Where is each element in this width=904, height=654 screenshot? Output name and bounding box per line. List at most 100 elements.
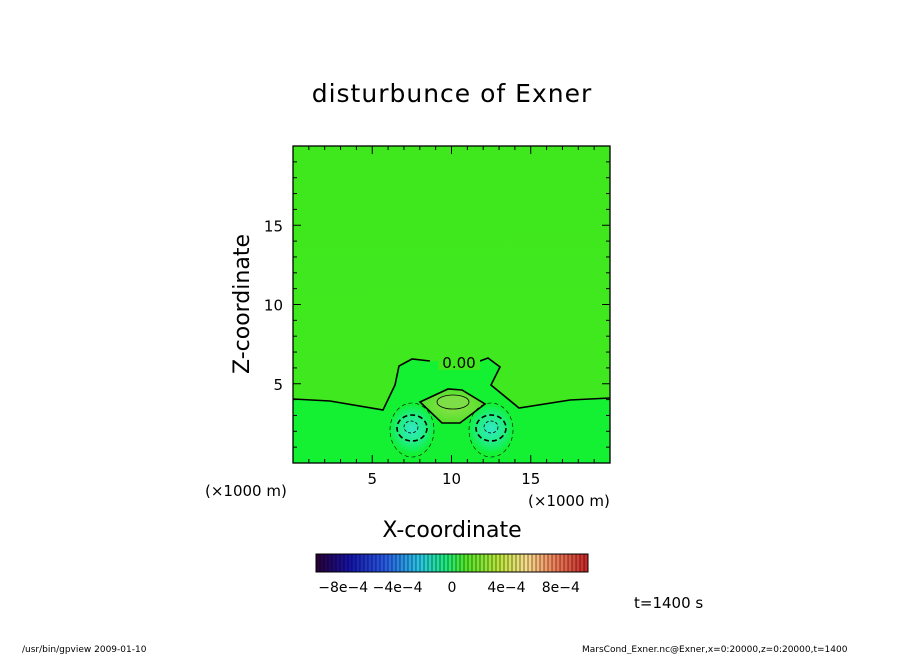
colorbar-swatch bbox=[532, 554, 537, 572]
min-contour-mid-left bbox=[396, 414, 428, 442]
contour-label-bg bbox=[438, 354, 480, 370]
footer-left: /usr/bin/gpview 2009-01-10 bbox=[22, 645, 147, 654]
footer-right: MarsCond_Exner.nc@Exner,x=0:20000,z=0:20… bbox=[582, 645, 848, 654]
min-region-left bbox=[390, 405, 434, 453]
colorbar-swatch bbox=[552, 554, 557, 572]
colorbar-swatch bbox=[484, 554, 489, 572]
colorbar-swatch bbox=[368, 554, 373, 572]
colorbar bbox=[315, 554, 589, 572]
colorbar-swatch bbox=[348, 554, 353, 572]
colorbar-swatch bbox=[476, 554, 481, 572]
min-region-right bbox=[469, 405, 513, 453]
colorbar-swatch bbox=[496, 554, 501, 572]
contour-label: 0.00 bbox=[442, 354, 475, 372]
min-contour-inner-left bbox=[403, 420, 419, 434]
time-label: t=1400 s bbox=[634, 594, 703, 612]
colorbar-swatch bbox=[452, 554, 457, 572]
colorbar-swatch bbox=[404, 554, 409, 572]
colorbar-swatch bbox=[424, 554, 429, 572]
colorbar-swatch bbox=[384, 554, 389, 572]
chart-title: disturbunce of Exner bbox=[312, 79, 593, 108]
colorbar-swatch bbox=[516, 554, 521, 572]
min-contour-inner-right bbox=[483, 420, 499, 434]
colorbar-tick-label: 0 bbox=[448, 580, 457, 596]
colorbar-swatch bbox=[376, 554, 381, 572]
colorbar-labels: −8e−4 −4e−4 0 4e−4 8e−4 bbox=[318, 580, 580, 596]
colorbar-swatch bbox=[412, 554, 417, 572]
colorbar-swatch bbox=[336, 554, 341, 572]
colorbar-swatch bbox=[468, 554, 473, 572]
x-tick-label: 10 bbox=[442, 470, 461, 488]
colorbar-swatch bbox=[408, 554, 413, 572]
x-tick-label: 15 bbox=[521, 470, 540, 488]
colorbar-swatch bbox=[504, 554, 509, 572]
colorbar-swatch bbox=[560, 554, 565, 572]
colorbar-swatch bbox=[512, 554, 517, 572]
colorbar-swatch bbox=[344, 554, 349, 572]
colorbar-swatch bbox=[448, 554, 453, 572]
colorbar-swatch bbox=[524, 554, 529, 572]
min-contour-mid-right bbox=[475, 414, 507, 442]
colorbar-swatch bbox=[572, 554, 577, 572]
colorbar-swatch bbox=[360, 554, 365, 572]
colorbar-swatch bbox=[492, 554, 497, 572]
x-axis-label: X-coordinate bbox=[382, 518, 521, 543]
colorbar-swatch bbox=[420, 554, 425, 572]
max-core bbox=[437, 395, 469, 409]
colorbar-swatch bbox=[472, 554, 477, 572]
x-tick-label: 5 bbox=[367, 470, 377, 488]
colorbar-swatch bbox=[508, 554, 513, 572]
colorbar-swatch bbox=[548, 554, 553, 572]
colorbar-swatch bbox=[440, 554, 445, 572]
colorbar-swatch bbox=[388, 554, 393, 572]
colorbar-swatch bbox=[332, 554, 337, 572]
min-contour-outer-right bbox=[468, 402, 514, 458]
colorbar-swatch bbox=[316, 554, 321, 572]
colorbar-swatch bbox=[480, 554, 485, 572]
colorbar-swatch bbox=[396, 554, 401, 572]
colorbar-swatch bbox=[564, 554, 569, 572]
colorbar-swatch bbox=[540, 554, 545, 572]
colorbar-swatch bbox=[576, 554, 581, 572]
colorbar-tick-label: −4e−4 bbox=[373, 580, 423, 596]
plot-area: 0.00 bbox=[292, 145, 611, 464]
colorbar-swatch bbox=[580, 554, 585, 572]
colorbar-swatch bbox=[320, 554, 325, 572]
colorbar-swatch bbox=[456, 554, 461, 572]
colorbar-swatch bbox=[428, 554, 433, 572]
colorbar-swatch bbox=[372, 554, 377, 572]
y-axis-label: Z-coordinate bbox=[230, 234, 255, 374]
min-contour-outer-left bbox=[389, 402, 435, 458]
colorbar-swatch bbox=[416, 554, 421, 572]
axis-ticks: 5 10 15 5 10 15 bbox=[264, 146, 610, 488]
colorbar-swatch bbox=[464, 554, 469, 572]
max-contour bbox=[436, 394, 470, 410]
y-tick-label: 15 bbox=[264, 217, 283, 235]
colorbar-swatch bbox=[544, 554, 549, 572]
colorbar-swatch bbox=[460, 554, 465, 572]
y-tick-label: 5 bbox=[273, 376, 283, 394]
colorbar-swatch bbox=[536, 554, 541, 572]
colorbar-swatch bbox=[556, 554, 561, 572]
zero-contour bbox=[292, 357, 611, 411]
colorbar-swatch bbox=[364, 554, 369, 572]
x-unit-label: (×1000 m) bbox=[528, 492, 610, 510]
colorbar-swatch bbox=[324, 554, 329, 572]
colorbar-tick-label: −8e−4 bbox=[318, 580, 368, 596]
colorbar-swatch bbox=[356, 554, 361, 572]
colorbar-swatch bbox=[584, 554, 589, 572]
colorbar-swatch bbox=[528, 554, 533, 572]
colorbar-swatch bbox=[380, 554, 385, 572]
y-unit-label: (×1000 m) bbox=[205, 482, 287, 500]
colorbar-tick-label: 8e−4 bbox=[542, 580, 580, 596]
colorbar-swatch bbox=[432, 554, 437, 572]
colorbar-swatch bbox=[400, 554, 405, 572]
colorbar-tick-label: 4e−4 bbox=[487, 580, 525, 596]
colorbar-frame bbox=[315, 553, 589, 573]
colorbar-swatch bbox=[328, 554, 333, 572]
colorbar-swatch bbox=[488, 554, 493, 572]
zero-contour-inner bbox=[418, 388, 487, 424]
colorbar-swatch bbox=[392, 554, 397, 572]
colorbar-swatch bbox=[340, 554, 345, 572]
